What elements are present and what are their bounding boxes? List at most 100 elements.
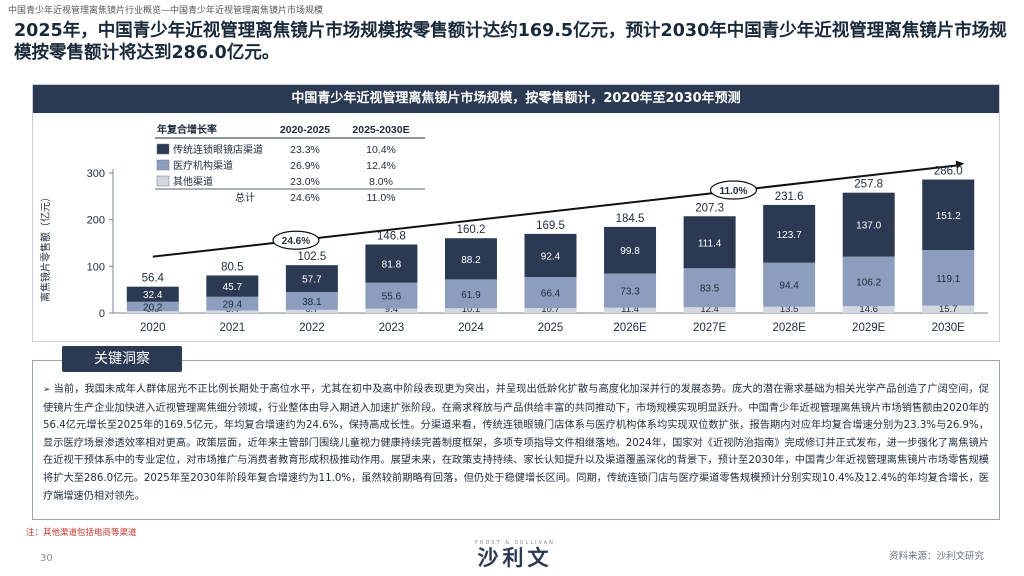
segment-label: 81.8 [382,260,402,271]
x-tick-label: 2029E [852,322,886,334]
segment-label: 11.4 [621,304,639,315]
segment-label: 92.4 [541,251,561,262]
legend-swatch [156,143,170,155]
logo-subtitle: FROST & SULLIVAN [475,540,555,546]
bar-segment [524,277,577,309]
segment-label: 13.5 [780,304,799,315]
page-headline: 2025年，中国青少年近视管理离焦镜片市场规模按零售额计达约169.5亿元，预计… [14,21,1007,63]
total-label: 207.3 [695,202,724,214]
chart-panel: 中国青少年近视管理离焦镜片市场规模，按零售额计，2020年至2030年预测 0 1… [32,84,1000,342]
x-tick-label: 2027E [693,322,727,334]
total-label: 160.2 [457,224,486,236]
bar-segment [604,307,657,313]
y-tick-label: 200 [87,215,105,227]
legend-entry: 医疗机构渠道 [173,159,233,172]
cagr-value: 12.4% [366,160,396,172]
legend-swatch [156,159,170,171]
bar-segment [365,308,418,313]
segment-label: 66.4 [541,289,561,300]
bar-segment [524,308,577,313]
bar-segment [922,179,975,251]
segment-label: 9.4 [385,304,398,315]
total-label: 102.5 [297,251,326,263]
bar-segment [604,226,657,274]
bar-segment [206,310,259,313]
segment-label: 55.6 [382,292,402,303]
bar-segment [285,265,338,293]
cagr-value: 23.0% [290,176,320,188]
bar-segment [683,216,736,269]
source-note: 资料来源：沙利文研究 [888,551,984,562]
segment-label: 45.7 [223,282,243,293]
bar-segment [285,309,338,313]
x-tick-label: 2020 [140,322,166,334]
bar-segment [285,292,338,310]
segment-label: 15.7 [939,304,958,315]
segment-label: 106.2 [856,277,881,288]
segment-label: 123.7 [777,230,802,241]
bar-segment [842,306,895,313]
bar-segment [763,204,816,263]
segment-label: 20.2 [143,303,163,314]
x-tick-label: 2021 [220,322,246,334]
bar-segment [683,307,736,313]
segment-label: 14.6 [859,304,878,315]
bar-segment [842,192,895,257]
segment-label: 151.2 [936,211,961,222]
bar-segment [524,233,577,278]
x-tick-label: 2024 [458,322,484,334]
bar-segment [444,308,497,313]
segment-label: 12.4 [700,304,719,315]
footnote: 注：其他渠道包括电商等渠道 [26,528,137,538]
breadcrumb: 中国青少年近视管理离焦镜片行业概览—中国青少年近视管理离焦镜片市场规模 [8,6,324,16]
insights-paragraph: ➢ 当前，我国未成年人群体屈光不正比例长期处于高位水平，尤其在初中及高中阶段表现更… [43,381,989,505]
bar-segment [763,262,816,307]
company-logo: FROST & SULLIVAN 沙利文 [450,540,580,570]
bar-segment [842,256,895,307]
cagr-ellipse [709,180,758,200]
cagr-ellipse [272,230,320,250]
segment-label: 73.3 [620,287,640,298]
stacked-bar-chart: 0100200300离焦镜片零售额（亿元）3.820.232.456.42020… [39,121,988,334]
bar-segment [365,244,418,283]
segment-label: 61.9 [461,290,481,301]
segment-label: 57.7 [302,275,322,286]
cagr-value: 23.3% [290,144,320,156]
cagr-label: 11.0% [720,186,748,197]
cagr-table-header: 年复合增长率 [157,123,217,136]
logo-name: 沙利文 [477,545,553,570]
segment-label: 137.0 [856,221,881,232]
legend-entry: 总计 [235,191,255,204]
segment-label: 29.4 [223,300,243,311]
segment-label: 32.4 [143,290,163,301]
total-label: 286.0 [934,166,963,178]
total-label: 231.6 [775,191,804,203]
cagr-value: 24.6% [290,192,320,204]
cagr-value: 8.0% [369,176,393,188]
cagr-label: 24.6% [282,236,310,247]
bar-segment [922,250,975,306]
x-tick-label: 2030E [932,322,966,334]
bullet-icon: ➢ [43,385,51,395]
cagr-table-header: 2020-2025 [280,124,330,136]
insights-text: 当前，我国未成年人群体屈光不正比例长期处于高位水平，尤其在初中及高中阶段表现更为… [43,384,989,502]
segment-label: 83.5 [700,284,720,295]
x-tick-label: 2028E [773,322,807,334]
y-tick-label: 100 [87,261,105,273]
segment-label: 10.1 [462,304,481,315]
legend-entry: 传统连锁眼镜店渠道 [173,143,263,156]
trend-arrow-head [955,160,965,169]
insights-tab: 关键洞察 [62,346,182,372]
bar-segment [206,296,259,311]
insights-panel: ➢ 当前，我国未成年人群体屈光不正比例长期处于高位水平，尤其在初中及高中阶段表现更… [32,360,1000,520]
segment-label: 111.4 [698,238,722,249]
x-tick-label: 2023 [379,322,405,334]
bar-segment [604,273,657,308]
page-number: 30 [40,553,53,564]
segment-label: 10.7 [541,304,560,315]
cagr-table-header: 2025-2030E [352,124,409,136]
bar-segment [126,301,179,312]
y-axis-label: 离焦镜片零售额（亿元） [39,192,52,302]
legend-entry: 其他渠道 [173,175,213,188]
segment-label: 94.4 [779,281,799,292]
